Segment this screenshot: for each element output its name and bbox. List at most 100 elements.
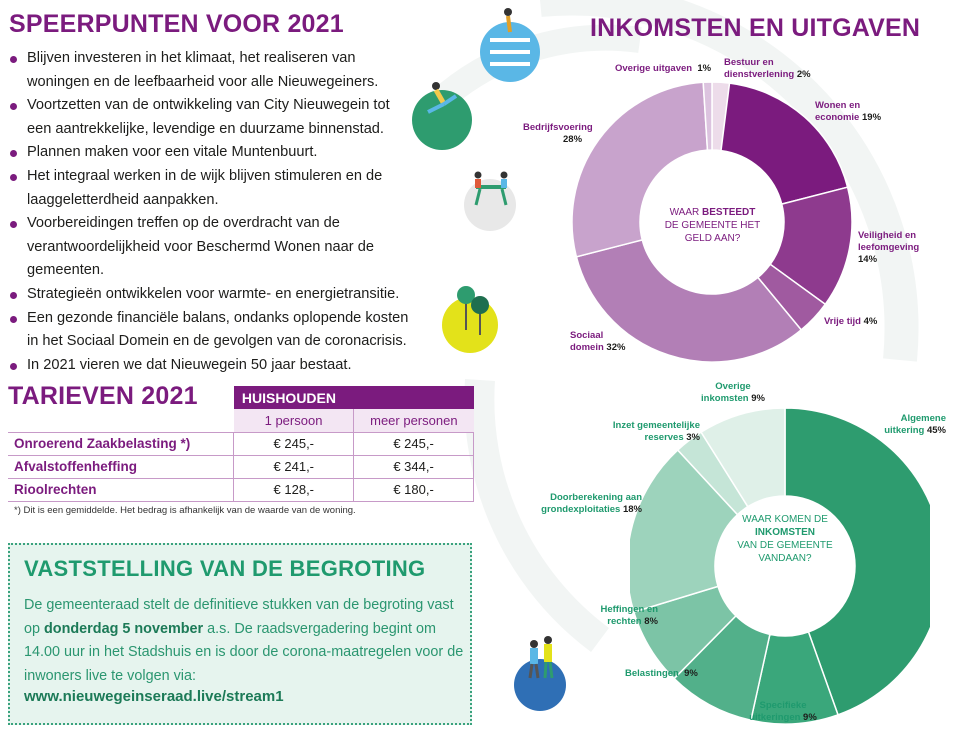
donut-slice	[571, 81, 709, 258]
slice-label: Overige inkomsten 9%	[698, 381, 768, 405]
slice-label: Veiligheid en leefomgeving 14%	[858, 230, 938, 266]
cell-value: € 241,-	[233, 454, 354, 478]
row-label: Afvalstoffenheffing	[8, 454, 234, 478]
row-label: Onroerend Zaakbelasting *)	[8, 431, 234, 455]
slice-name: Bedrijfsvoering	[523, 122, 593, 133]
trees-icon	[442, 286, 498, 353]
vaststelling-text: De gemeenteraad stelt de definitieve stu…	[24, 594, 464, 688]
vaststelling-title: VASTSTELLING VAN DE BEGROTING	[24, 556, 426, 581]
center-text-bold: BESTEEDT	[702, 207, 756, 218]
slice-name: Overige uitgaven	[615, 63, 693, 74]
stream-link[interactable]: www.nieuwegeinseraad.live/stream1	[24, 688, 284, 705]
tarieven-title: TARIEVEN 2021	[8, 382, 198, 410]
slice-label: Algemene uitkering 45%	[866, 413, 946, 437]
table-row: Afvalstoffenheffing € 241,- € 344,-	[8, 454, 474, 478]
list-item: Blijven investeren in het klimaat, het r…	[9, 47, 409, 94]
uitgaven-donut-chart	[571, 81, 853, 363]
cell-value: € 344,-	[353, 454, 474, 478]
donut-slice	[702, 81, 713, 151]
cell-value: € 245,-	[233, 431, 354, 455]
people-icon	[514, 636, 566, 711]
donut-slice	[630, 448, 739, 613]
slice-label: Wonen en economie 19%	[815, 100, 895, 124]
slice-percent: 9%	[751, 393, 765, 404]
slice-label: Belastingen 9%	[625, 668, 698, 680]
slice-name: Sociaal domein	[570, 330, 604, 353]
slice-percent: 19%	[862, 112, 882, 123]
chart1-center-text: WAAR BESTEEDT DE GEMEENTE HET GELD AAN?	[650, 206, 775, 245]
slice-percent: 2%	[796, 69, 811, 80]
donut-slice	[700, 407, 786, 508]
skater-icon	[480, 8, 540, 82]
center-text-part: WAAR KOMEN DE	[742, 514, 828, 525]
center-text-bold: INKOMSTEN	[755, 527, 815, 538]
table-row: Rioolrechten € 128,- € 180,-	[8, 477, 474, 502]
slice-label: Specifieke uitkeringen 9%	[748, 700, 818, 724]
slice-percent: 45%	[926, 425, 946, 436]
speerpunten-list: Blijven investeren in het klimaat, het r…	[9, 47, 409, 377]
slice-label: Doorberekening aan grondexploitaties 18%	[530, 492, 642, 516]
list-item: Voortzetten van de ontwikkeling van City…	[9, 94, 409, 141]
vaststelling-box	[8, 543, 472, 725]
slice-name: Bestuur en dienstverlening	[724, 57, 795, 80]
illustrations	[412, 8, 540, 353]
list-item: Strategieën ontwikkelen voor warmte- en …	[9, 283, 409, 307]
speerpunten-title: SPEERPUNTEN VOOR 2021	[9, 10, 344, 38]
tarieven-footnote: *) Dit is een gemiddelde. Het bedrag is …	[14, 505, 356, 516]
slice-name: Wonen en economie	[815, 100, 861, 123]
slice-name: Inzet gemeentelijke reserves	[612, 420, 700, 443]
slice-percent: 8%	[644, 616, 658, 627]
list-item: Voorbereidingen treffen op de overdracht…	[9, 212, 409, 283]
center-text-part: VAN DE GEMEENTE VANDAAN?	[737, 540, 833, 564]
slice-name: Vrije tijd	[824, 316, 861, 327]
slice-percent: 9%	[803, 712, 817, 723]
inkomsten-donut-chart	[630, 407, 930, 725]
list-item: Het integraal werken in de wijk blijven …	[9, 165, 409, 212]
list-item: In 2021 vieren we dat Nieuwegein 50 jaar…	[9, 354, 409, 378]
donut-slice	[575, 238, 803, 363]
slice-percent: 3%	[686, 432, 700, 443]
slice-label: Bedrijfsvoering 28%	[523, 122, 593, 146]
slice-name: Heffingen en rechten	[600, 604, 658, 627]
slice-name: Overige inkomsten	[701, 381, 751, 404]
list-item: Plannen maken voor een vitale Muntenbuur…	[9, 141, 409, 165]
slice-label: Overige uitgaven 1%	[615, 63, 711, 75]
text-part: De gemeenteraad stelt de definitieve stu…	[24, 597, 454, 637]
cell-value: € 180,-	[353, 477, 474, 502]
slice-percent: 32%	[606, 342, 626, 353]
slice-label: Inzet gemeentelijke reserves 3%	[600, 420, 700, 444]
tarieven-table: HUISHOUDEN 1 persoon meer personen Onroe…	[8, 386, 474, 502]
slice-label: Vrije tijd 4%	[824, 316, 877, 328]
list-item: Een gezonde financiële balans, ondanks o…	[9, 307, 409, 354]
slice-percent: 9%	[684, 668, 698, 679]
slice-name: Veiligheid en leefomgeving	[858, 230, 920, 253]
column-header-meer-personen: meer personen	[353, 409, 474, 432]
table-row: Onroerend Zaakbelasting *) € 245,- € 245…	[8, 431, 474, 455]
picnic-table-icon	[464, 171, 516, 231]
text-part: a.s. De raadsvergadering begint om 14.00…	[24, 620, 464, 684]
slice-percent: 18%	[622, 504, 642, 515]
slice-label: Heffingen en rechten 8%	[588, 604, 658, 628]
slice-name: Doorberekening aan grondexploitaties	[541, 492, 642, 515]
cell-value: € 245,-	[353, 431, 474, 455]
huishouden-header: HUISHOUDEN	[233, 386, 474, 409]
slice-name: Specifieke uitkeringen	[749, 700, 807, 723]
cell-value: € 128,-	[233, 477, 354, 502]
row-label: Rioolrechten	[8, 477, 234, 502]
slice-percent: 28%	[563, 134, 583, 145]
meeting-date: donderdag 5 november	[44, 620, 204, 637]
center-text-part: WAAR	[669, 207, 703, 218]
chart2-center-text: WAAR KOMEN DE INKOMSTEN VAN DE GEMEENTE V…	[725, 513, 845, 565]
slice-name: Algemene uitkering	[884, 413, 946, 436]
jumping-person-icon	[412, 82, 472, 150]
center-text-part: DE GEMEENTE HET GELD AAN?	[664, 220, 761, 244]
slice-label: Bestuur en dienstverlening 2%	[724, 57, 814, 81]
slice-label: Sociaal domein 32%	[570, 330, 630, 354]
chart-section-title: INKOMSTEN EN UITGAVEN	[590, 14, 921, 42]
slice-percent: 4%	[863, 316, 878, 327]
slice-percent: 14%	[858, 254, 878, 265]
slice-percent: 1%	[697, 63, 712, 74]
donut-slice	[784, 407, 930, 716]
slice-name: Belastingen	[625, 668, 679, 679]
column-header-1-persoon: 1 persoon	[233, 409, 354, 432]
